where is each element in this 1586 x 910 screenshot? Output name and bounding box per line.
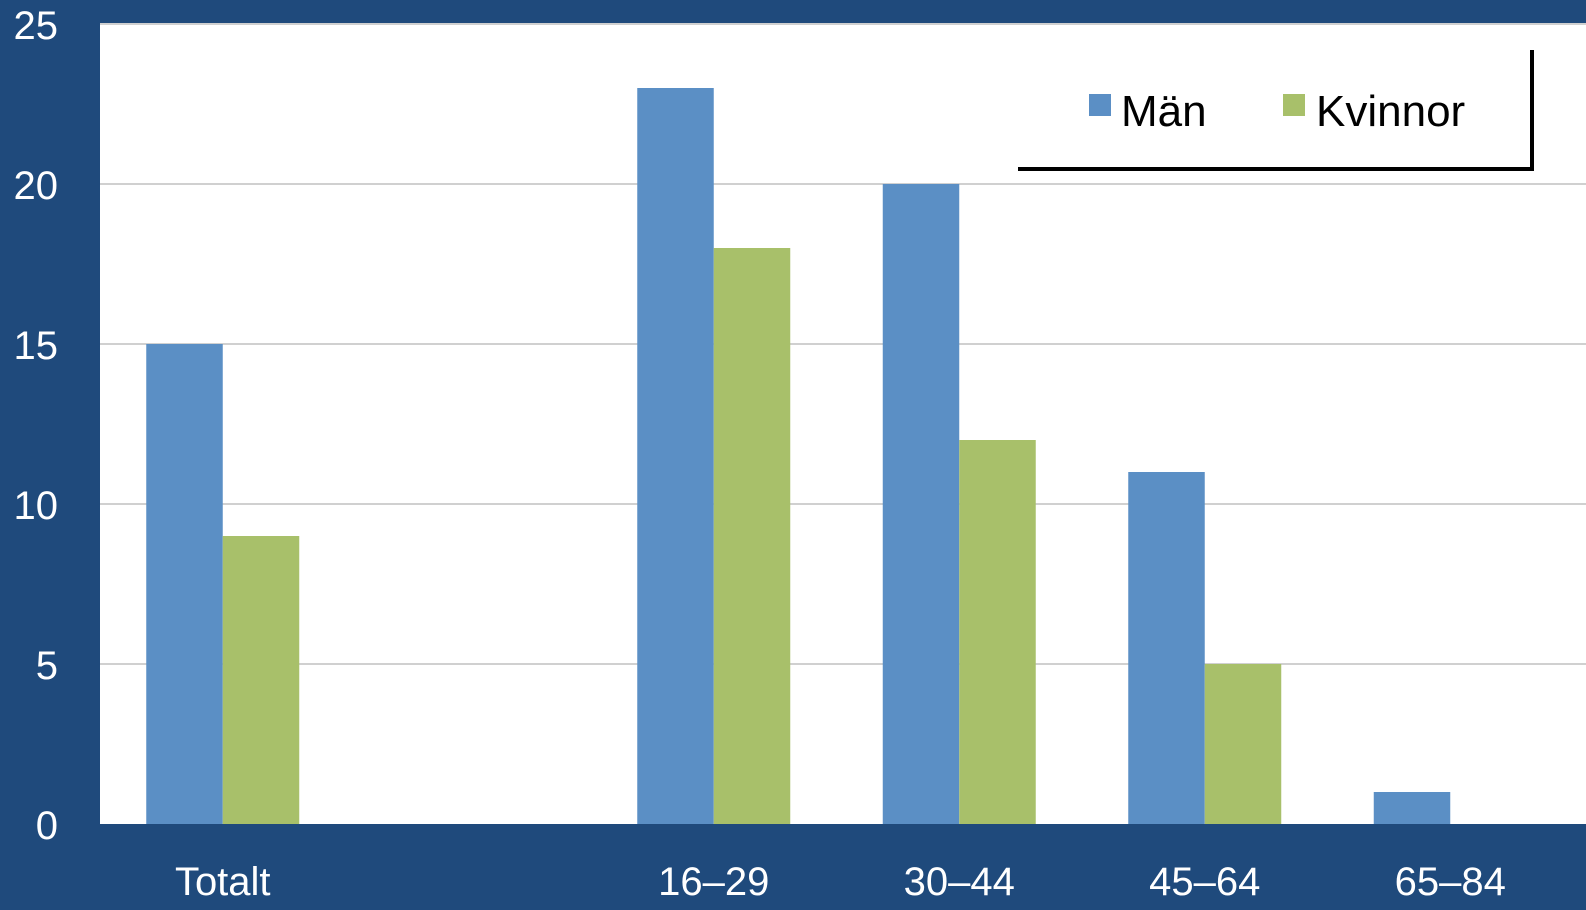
bar-kvinnor [959,440,1036,824]
x-tick-label: 65–84 [1395,860,1506,904]
x-tick-label: 16–29 [658,860,769,904]
y-axis-tick-labels: 0 5 10 15 20 25 [14,4,59,848]
legend: Män Kvinnor [1018,50,1534,171]
y-tick-label: 10 [14,484,59,528]
bar-man [882,184,960,824]
legend-swatch [1283,94,1305,116]
bars [146,88,1451,824]
bar-man [146,344,223,824]
y-tick-label: 15 [14,324,59,368]
bar-man [637,88,714,824]
plot-area [100,24,1586,824]
x-axis-line [100,824,1586,827]
y-tick-label: 0 [36,804,58,848]
y-tick-label: 20 [14,164,59,208]
bar-kvinnor [713,248,791,824]
legend-frame [1018,50,1534,171]
x-tick-label: 30–44 [904,860,1015,904]
y-tick-label: 5 [36,644,58,688]
legend-label: Män [1121,87,1207,136]
x-tick-label: 45–64 [1149,860,1260,904]
x-axis-tick-labels: Totalt 16–29 30–44 45–64 65–84 [175,860,1506,904]
bar-man [1373,792,1451,824]
legend-swatch [1089,94,1111,116]
x-tick-label: Totalt [175,860,271,904]
gridlines [100,23,1586,665]
bar-kvinnor [1204,664,1282,824]
y-tick-label: 25 [14,4,59,48]
bar-man [1128,472,1205,824]
bar-kvinnor [222,536,300,824]
legend-label: Kvinnor [1316,87,1465,136]
